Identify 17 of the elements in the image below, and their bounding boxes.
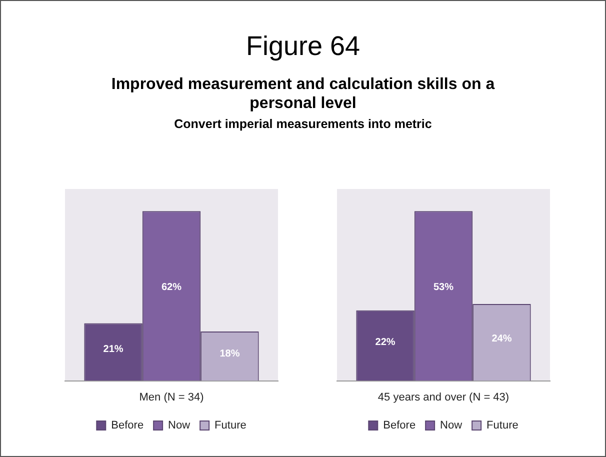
- data-label: 62%: [161, 282, 182, 294]
- data-label: 22%: [375, 336, 396, 348]
- legend-label: Now: [440, 420, 462, 432]
- chart-title: Figure 64: [244, 31, 362, 62]
- x-axis-title: Men (N = 34): [139, 391, 204, 404]
- legend-label: Future: [214, 420, 246, 432]
- chart-subtitle: Improved measurement and calculation skills on a personal level: [110, 75, 496, 113]
- data-label: 21%: [103, 344, 124, 355]
- legend-label: Before: [111, 420, 144, 432]
- data-label: 24%: [492, 333, 512, 344]
- text: Convert imperial measurements into metric: [173, 117, 433, 131]
- legend-label: Now: [168, 420, 190, 432]
- x-axis-title: 45 years and over (N = 43): [378, 391, 510, 404]
- legend-label: Before: [383, 420, 416, 432]
- legend-label: Future: [486, 420, 518, 432]
- data-label: 53%: [433, 282, 454, 294]
- data-label: 18%: [220, 348, 240, 360]
